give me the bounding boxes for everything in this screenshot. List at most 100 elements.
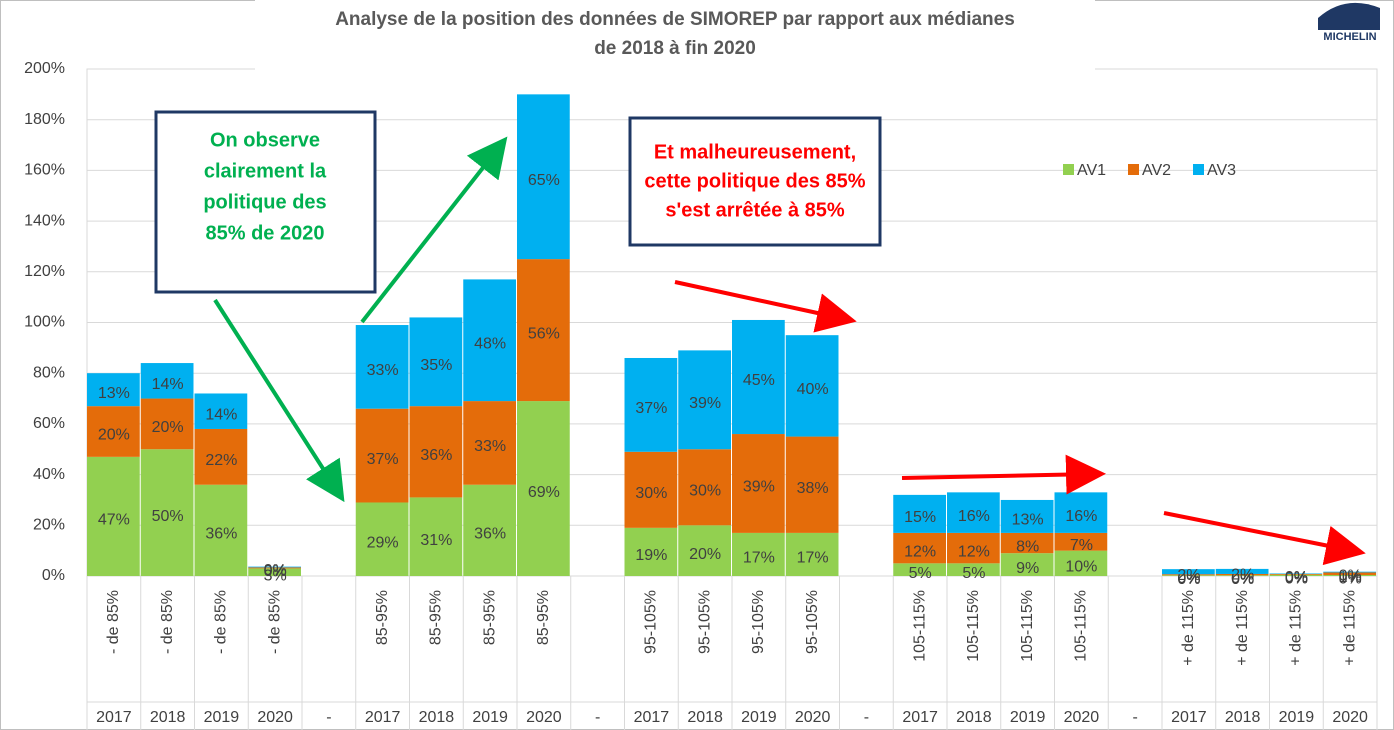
data-label: 45%	[743, 372, 775, 389]
x-group-label: -	[326, 709, 331, 726]
data-label: 30%	[635, 485, 667, 502]
bar-segment	[194, 428, 248, 485]
legend-swatch	[1063, 164, 1074, 175]
data-label: 16%	[1065, 508, 1097, 525]
bar-segment	[140, 449, 194, 576]
data-label: 5%	[909, 565, 932, 582]
data-label: 37%	[367, 451, 399, 468]
data-label: 65%	[528, 172, 560, 189]
bar-segment	[1000, 553, 1054, 576]
x-tick-label: 95-105%	[643, 590, 660, 654]
x-tick-label: + de 115%	[1288, 590, 1305, 666]
legend-swatch	[1193, 164, 1204, 175]
bar-segment	[355, 502, 409, 576]
y-tick-label: 180%	[24, 111, 65, 128]
x-group-label: 2019	[472, 709, 508, 726]
bar-segment	[463, 279, 516, 402]
x-group-label: -	[1132, 709, 1137, 726]
bar-segment	[517, 94, 570, 260]
bar-segment	[355, 408, 409, 503]
bar-segment	[409, 406, 463, 498]
x-tick-label: 105-115%	[965, 590, 982, 662]
x-group-label: 2017	[634, 709, 670, 726]
bar-segment	[1269, 573, 1323, 574]
bar-segment	[1000, 532, 1054, 554]
data-label: 5%	[962, 565, 985, 582]
data-label: 15%	[904, 509, 936, 526]
data-label: 40%	[797, 381, 829, 398]
data-label: 31%	[420, 532, 452, 549]
x-group-label: 2018	[687, 709, 723, 726]
data-label: 12%	[904, 543, 936, 560]
bar-segment	[732, 319, 785, 435]
x-tick-label: 95-105%	[750, 590, 767, 654]
bar-segment	[1269, 573, 1323, 575]
x-group-label: 2017	[96, 709, 132, 726]
x-tick-label: 95-105%	[804, 590, 821, 654]
y-tick-label: 60%	[33, 415, 65, 432]
x-tick-label: + de 115%	[1180, 590, 1197, 666]
bar-segment	[194, 393, 248, 429]
x-group-label: 2019	[204, 709, 240, 726]
x-group-label: 2018	[419, 709, 455, 726]
annotation-text: s'est arrêtée à 85%	[665, 199, 845, 221]
data-label: 3%	[264, 567, 287, 584]
data-label: 10%	[1065, 559, 1097, 576]
bar-segment	[1269, 574, 1323, 576]
y-tick-label: 140%	[24, 212, 65, 229]
annotation-text: On observe	[210, 129, 320, 151]
x-tick-label: - de 85%	[213, 590, 230, 654]
data-label: 22%	[205, 452, 237, 469]
legend-label: AV2	[1142, 162, 1171, 179]
bar-segment	[947, 492, 1000, 533]
x-group-label: 2019	[741, 709, 777, 726]
data-label: 30%	[689, 482, 721, 499]
data-label: 36%	[420, 447, 452, 464]
bar-segment	[1323, 572, 1376, 575]
data-label: 0%	[1231, 570, 1254, 587]
bar-segment	[732, 434, 785, 533]
data-label: 0%	[264, 562, 287, 579]
x-group-label: 2017	[1171, 709, 1207, 726]
y-tick-label: 120%	[24, 263, 65, 280]
data-label: 37%	[635, 400, 667, 417]
x-group-label: 2020	[1064, 709, 1100, 726]
data-label: 35%	[420, 357, 452, 374]
y-tick-label: 20%	[33, 517, 65, 534]
y-tick-label: 160%	[24, 162, 65, 179]
data-label: 12%	[958, 543, 990, 560]
data-label: 56%	[528, 325, 560, 342]
arrow	[213, 298, 345, 503]
data-label: 16%	[958, 508, 990, 525]
data-label: 36%	[474, 526, 506, 543]
bar-segment	[140, 398, 194, 450]
x-tick-label: - de 85%	[266, 590, 283, 654]
y-tick-label: 40%	[33, 466, 65, 483]
bar-segment	[194, 484, 248, 576]
arrow	[360, 136, 508, 324]
data-label: 13%	[1012, 512, 1044, 529]
bar-segment	[785, 436, 839, 533]
x-tick-label: 105-115%	[1073, 590, 1090, 662]
bar-segment	[1323, 571, 1376, 573]
bar-segment	[248, 568, 301, 576]
bar-segment	[624, 527, 678, 576]
data-label: 38%	[797, 480, 829, 497]
bar-segment	[463, 401, 516, 485]
data-label: 29%	[367, 534, 399, 551]
x-group-label: 2017	[902, 709, 938, 726]
logo-text: MICHELIN	[1323, 31, 1376, 43]
bar-segment	[1054, 550, 1108, 576]
data-label: 20%	[98, 427, 130, 444]
bar-segment	[947, 563, 1000, 576]
title-background	[255, 0, 1095, 72]
x-tick-label: - de 85%	[105, 590, 122, 654]
legend-swatch	[1128, 164, 1139, 175]
x-tick-label: + de 115%	[1234, 590, 1251, 666]
bar-segment	[1054, 492, 1108, 533]
annotation-box	[154, 110, 377, 294]
x-tick-label: 85-95%	[535, 590, 552, 645]
annotation-text: Et malheureusement,	[654, 141, 856, 163]
data-label: 17%	[797, 550, 829, 567]
x-tick-label: 105-115%	[911, 590, 928, 662]
